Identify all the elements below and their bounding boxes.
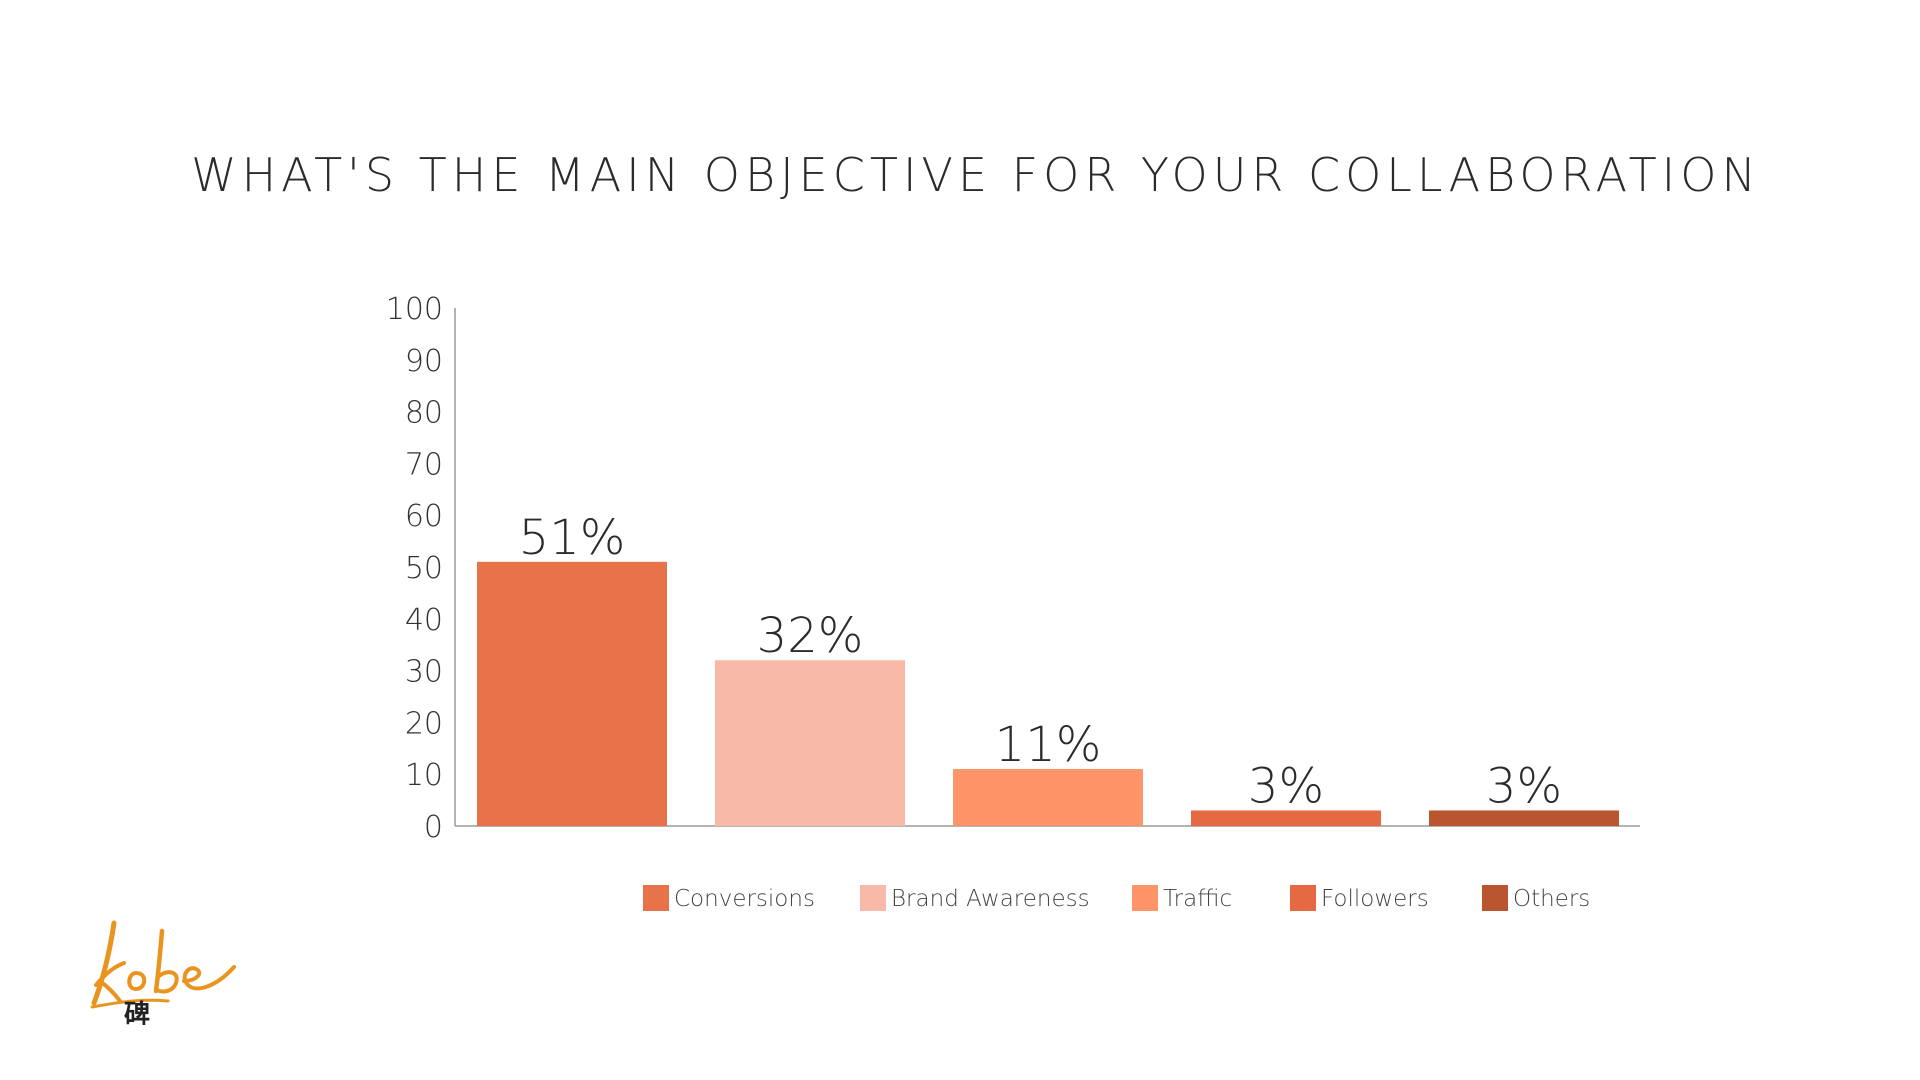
legend-swatch <box>1132 885 1158 911</box>
data-label: 3% <box>1248 758 1324 814</box>
y-tick-label: 20 <box>405 706 443 741</box>
y-tick-label: 100 <box>386 292 443 327</box>
bars <box>477 561 1619 826</box>
y-axis-ticks: 0 10 20 30 40 50 60 70 80 90 100 <box>386 292 443 845</box>
legend-swatch <box>1482 885 1508 911</box>
legend-item-brand-awareness: Brand Awareness <box>860 885 1090 912</box>
legend-item-followers: Followers <box>1290 885 1429 912</box>
legend-label: Traffic <box>1163 886 1232 912</box>
legend-label: Others <box>1513 886 1590 912</box>
y-tick-label: 10 <box>405 758 443 793</box>
logo-glyph: 碑 <box>124 1000 150 1025</box>
y-tick-label: 30 <box>405 655 443 690</box>
legend-item-traffic: Traffic <box>1132 885 1232 912</box>
y-tick-label: 60 <box>405 499 443 534</box>
bar-conversions <box>477 561 667 826</box>
legend-item-conversions: Conversions <box>643 885 815 912</box>
legend-label: Conversions <box>674 886 815 912</box>
y-tick-label: 50 <box>405 551 443 586</box>
legend-swatch <box>1290 885 1316 911</box>
data-label: 3% <box>1486 758 1562 814</box>
legend-item-others: Others <box>1482 885 1590 912</box>
bar-brand-awareness <box>715 660 905 826</box>
legend-swatch <box>643 885 669 911</box>
legend-label: Brand Awareness <box>891 886 1090 912</box>
kobe-logo: 碑 <box>90 920 236 1025</box>
legend-label: Followers <box>1321 886 1429 912</box>
y-tick-label: 0 <box>424 810 443 845</box>
chart-title: WHAT'S THE MAIN OBJECTIVE FOR YOUR COLLA… <box>191 148 1761 202</box>
bar-followers <box>1191 810 1381 826</box>
data-label: 51% <box>519 510 626 566</box>
y-tick-label: 70 <box>405 447 443 482</box>
y-tick-label: 80 <box>405 396 443 431</box>
data-label: 32% <box>757 608 864 664</box>
legend: Conversions Brand Awareness Traffic Followe… <box>643 885 1590 912</box>
bar-traffic <box>953 769 1143 826</box>
bar-others <box>1429 810 1619 826</box>
legend-swatch <box>860 885 886 911</box>
y-tick-label: 40 <box>405 603 443 638</box>
data-label: 11% <box>995 717 1102 773</box>
data-labels: 51% 32% 11% 3% 3% <box>519 510 1562 815</box>
y-tick-label: 90 <box>405 344 443 379</box>
